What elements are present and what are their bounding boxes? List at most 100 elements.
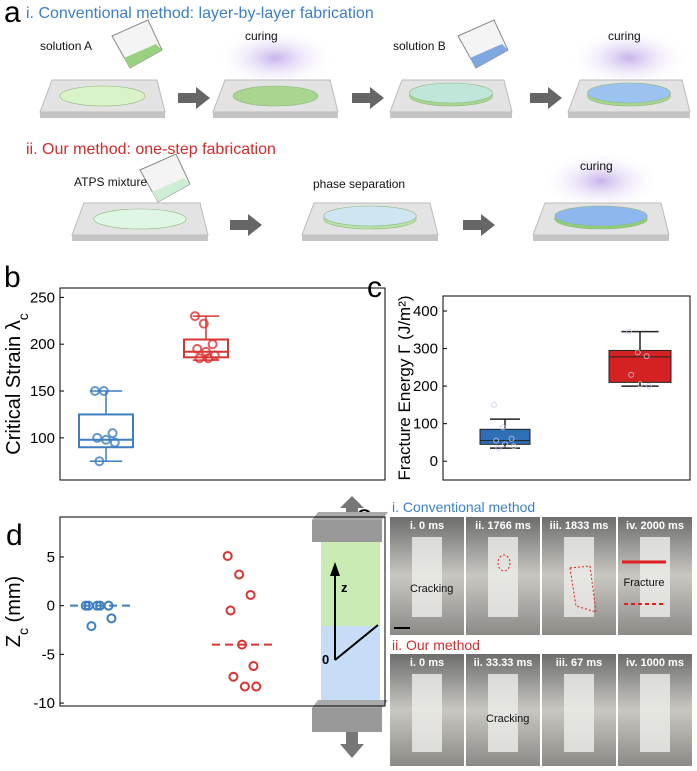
data-point [510, 443, 517, 450]
y-axis-label: Critical Strain λc [3, 313, 31, 454]
frame-label: iv. 1000 ms [626, 657, 684, 669]
arrow [230, 214, 262, 236]
row-title: ii. Our method [392, 637, 480, 653]
frame-label: i. 0 ms [410, 657, 444, 669]
frame-label: iii. 67 ms [556, 657, 602, 669]
data-point [491, 401, 497, 408]
row-title: i. Conventional method [392, 499, 535, 515]
annotation: Fracture [624, 577, 665, 589]
y-tick-label: 0 [430, 453, 438, 470]
y-tick-label: 100 [30, 430, 55, 447]
step-label: curing [245, 29, 278, 43]
data-point [94, 456, 105, 467]
film [409, 82, 493, 104]
y-tick-label: 150 [30, 383, 55, 400]
frame-label: ii. 33.33 ms [474, 657, 533, 669]
label-part: c [15, 313, 31, 320]
liquid [124, 44, 162, 68]
specimen [412, 674, 442, 752]
data-point [207, 339, 218, 350]
row-title: ii. Our method: one-step fabrication [26, 141, 276, 158]
panel-label: a [4, 0, 21, 29]
data-point [499, 424, 506, 431]
data-point [643, 353, 650, 360]
process-diagram [39, 19, 691, 241]
sample-diagram: z 0 [312, 496, 388, 758]
data-point [101, 434, 111, 445]
y-tick-label: 200 [413, 378, 438, 395]
annotation: Cracking [410, 583, 453, 595]
box [183, 338, 229, 359]
plot-frame [59, 516, 386, 707]
origin-label: 0 [322, 652, 329, 667]
label-part: Z [3, 635, 25, 647]
data-point [203, 353, 214, 364]
arrow [352, 87, 384, 109]
row-title: i. Conventional method: layer-by-layer f… [26, 5, 374, 22]
frame-label: ii. 1766 ms [475, 520, 531, 532]
data-point [248, 661, 259, 672]
arrow [178, 87, 210, 109]
frame-label: iv. 2000 ms [626, 520, 684, 532]
label-part: Critical Strain λ [3, 320, 25, 454]
label-part: Fracture Energy Γ (J/m²) [395, 295, 414, 480]
y-tick-label: 200 [30, 336, 55, 353]
data-point [190, 311, 200, 322]
label-part: c [15, 628, 31, 635]
data-point [502, 441, 508, 448]
crack-outline [497, 554, 511, 572]
step-label: curing [608, 29, 641, 43]
data-point [237, 639, 247, 650]
data-point [626, 328, 632, 335]
panel-label: d [6, 519, 23, 552]
film [554, 205, 648, 227]
specimen [564, 674, 594, 752]
liquid [152, 178, 190, 202]
glass-edge [40, 112, 165, 118]
film [59, 85, 146, 107]
y-tick-label: 100 [413, 416, 438, 433]
glass-edge [302, 235, 438, 241]
y-tick-label: -5 [42, 646, 55, 663]
data-point [251, 681, 262, 692]
y-axis-label: Zc (mm) [3, 576, 31, 647]
data-point [98, 386, 109, 397]
y-tick-label: 400 [413, 303, 438, 320]
data-point [92, 432, 103, 443]
data-point [245, 589, 256, 600]
uv-glow [541, 151, 661, 211]
arrow [463, 214, 495, 236]
label-part: (mm) [3, 576, 25, 628]
data-point [198, 318, 209, 329]
data-point [234, 569, 245, 580]
y-tick-label: 0 [47, 598, 55, 615]
data-point [228, 671, 239, 682]
data-point [106, 613, 117, 624]
data-point [634, 349, 641, 356]
data-point [645, 383, 652, 390]
y-tick-label: -10 [33, 695, 55, 712]
frame-label: i. 0 ms [410, 520, 444, 532]
data-point [508, 435, 515, 442]
specimen [488, 537, 518, 617]
specimen [640, 674, 670, 752]
photo-panel: i. 0 ms ii. 1766 ms iii. 1833 ms iv. 2000 m… [390, 517, 692, 766]
frame-label: iii. 1833 ms [550, 520, 609, 532]
y-tick-label: 5 [47, 549, 55, 566]
data-point [637, 381, 643, 388]
data-point [225, 605, 236, 616]
data-point [95, 600, 105, 611]
y-axis-label: Fracture Energy Γ (J/m²) [395, 295, 414, 480]
data-point [495, 445, 502, 452]
film [587, 82, 671, 104]
step-label: ATPS mixture [74, 175, 147, 189]
step-label: curing [580, 159, 613, 173]
uv-glow [569, 28, 689, 88]
plot-frame [442, 295, 691, 481]
data-point [493, 437, 500, 444]
film [323, 205, 417, 227]
glass-edge [213, 112, 338, 118]
annotation: Cracking [486, 713, 529, 725]
